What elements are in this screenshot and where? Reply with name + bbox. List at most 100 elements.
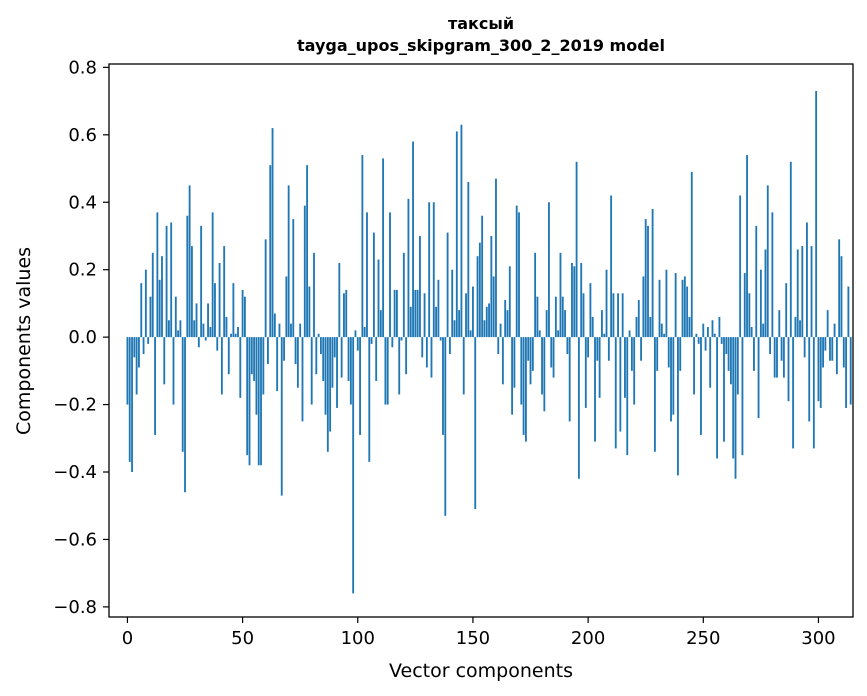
bar [541, 337, 543, 395]
bar [568, 337, 571, 422]
bar [835, 337, 838, 375]
bar [718, 316, 721, 338]
bar [239, 337, 242, 398]
bar [425, 337, 428, 368]
bar [792, 337, 795, 449]
bar [264, 239, 267, 338]
bar [653, 337, 656, 452]
bar [630, 337, 633, 371]
bar [262, 337, 265, 395]
bar [267, 337, 269, 365]
bar [640, 337, 643, 361]
bar [840, 256, 843, 338]
y-tick-label: 0.2 [68, 260, 97, 281]
bar [156, 212, 159, 338]
bar [778, 310, 781, 338]
bar [294, 337, 297, 365]
bar [377, 259, 380, 338]
bar [428, 202, 431, 338]
bar [665, 269, 668, 338]
bar [580, 262, 583, 338]
bar [746, 155, 748, 338]
bar [220, 337, 223, 395]
bar [806, 222, 808, 338]
bar [260, 337, 262, 466]
bar [379, 310, 382, 338]
bar [757, 337, 760, 419]
bar [504, 300, 507, 338]
bar [200, 225, 203, 338]
bar [782, 337, 785, 378]
bar [518, 212, 520, 338]
bar [762, 323, 765, 338]
bar [142, 337, 145, 354]
bar [366, 212, 368, 338]
x-tick-label: 50 [231, 628, 254, 649]
bar [204, 337, 207, 341]
bar [796, 249, 799, 338]
bar [241, 289, 244, 338]
bar [637, 300, 640, 338]
bar [826, 310, 829, 338]
bar [202, 323, 205, 338]
bar [296, 337, 299, 388]
bar [165, 225, 168, 338]
bar [345, 289, 348, 338]
bar [472, 286, 474, 338]
bar [739, 195, 742, 338]
bar [257, 337, 260, 466]
bar [594, 337, 596, 442]
bar [326, 337, 329, 452]
bar [550, 337, 553, 368]
bar [700, 337, 702, 435]
y-tick-label: −0.4 [53, 462, 97, 483]
bar [389, 212, 391, 338]
y-tick-label: 0.4 [68, 192, 97, 213]
y-tick-label: −0.8 [53, 597, 97, 618]
bar [451, 269, 454, 338]
bar [209, 327, 212, 338]
bar [803, 337, 806, 358]
bar [656, 337, 659, 371]
bar [607, 337, 610, 361]
x-tick-label: 200 [571, 628, 605, 649]
bar [218, 262, 221, 338]
bar [538, 330, 541, 338]
bar [753, 337, 755, 371]
bar [230, 333, 232, 338]
bar [759, 269, 762, 338]
bar [842, 337, 845, 368]
bar [227, 337, 230, 375]
bar [347, 337, 350, 381]
bar [488, 303, 490, 338]
bar [188, 185, 191, 338]
chart-title: таксый [448, 14, 514, 33]
x-tick-label: 250 [686, 628, 720, 649]
bar [679, 337, 682, 371]
bar [697, 337, 700, 344]
bar [391, 337, 394, 348]
bar [193, 320, 196, 338]
bar [158, 279, 161, 338]
bar [527, 337, 530, 361]
bar [764, 249, 767, 338]
bar [481, 215, 484, 338]
bar [771, 212, 774, 338]
bar [693, 337, 695, 395]
bar [195, 303, 198, 338]
bar [713, 333, 716, 338]
bar [748, 293, 751, 338]
bar [278, 323, 281, 338]
bar [554, 296, 557, 338]
bar [543, 337, 546, 412]
bar [485, 306, 488, 338]
x-axis: 0 50 100 150 200 250 300 [122, 617, 836, 649]
bar [172, 337, 175, 405]
bar [743, 273, 746, 338]
bar [566, 337, 569, 354]
bar [276, 337, 279, 392]
bar [677, 337, 679, 476]
bar [324, 337, 327, 415]
bar [131, 337, 133, 473]
bar [515, 205, 518, 338]
